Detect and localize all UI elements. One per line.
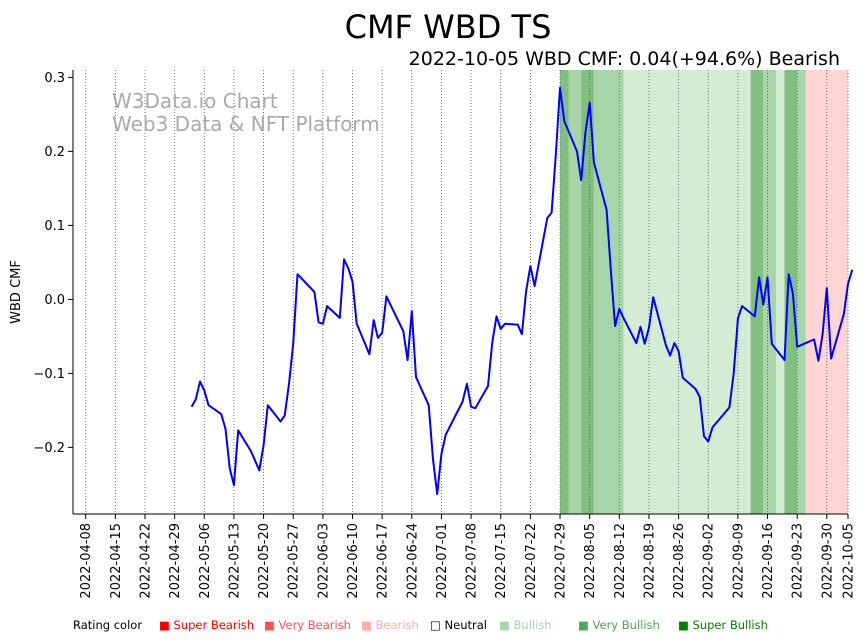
watermark-line-1: W3Data.io Chart [112, 89, 278, 113]
x-tick-label: 2022-04-22 [138, 523, 153, 599]
chart-title: CMF WBD TS [345, 8, 552, 46]
x-tick-label: 2022-06-17 [376, 523, 391, 599]
rating-band-7 [776, 70, 785, 514]
y-tick-label: −0.2 [33, 441, 65, 456]
x-tick-label: 2022-05-06 [198, 523, 213, 599]
x-tick-label: 2022-07-15 [494, 523, 509, 599]
rating-legend: Rating color ■ Super Bearish ■ Very Bearis… [73, 618, 768, 632]
x-tick-label: 2022-07-22 [524, 523, 539, 599]
legend-item: □ Neutral [430, 618, 487, 632]
rating-band-6 [763, 70, 777, 514]
rating-band-8 [784, 70, 798, 514]
x-tick-label: 2022-08-12 [613, 523, 628, 599]
series-layer [190, 86, 854, 495]
legend-title: Rating color [73, 618, 142, 632]
x-tick-label: 2022-06-10 [346, 523, 361, 599]
x-tick-label: 2022-06-24 [405, 523, 420, 599]
x-tick-label: 2022-07-01 [435, 523, 450, 599]
y-tick-label: 0.0 [44, 293, 65, 308]
x-ticks: 2022-04-08 2022-04-15 2022-04-22 2022-04-29… [79, 514, 857, 599]
watermark-line-2: Web3 Data & NFT Platform [112, 112, 380, 136]
x-tick-label: 2022-09-30 [820, 523, 835, 599]
rating-band-4 [623, 70, 751, 514]
rating-band-9 [797, 70, 806, 514]
y-ticks: −0.2 −0.1 0.0 0.1 0.2 0.3 [33, 71, 73, 456]
legend-item: ■ Super Bearish [159, 618, 254, 632]
x-tick-label: 2022-05-20 [257, 523, 272, 599]
y-tick-label: −0.1 [33, 367, 65, 382]
x-tick-label: 2022-09-16 [761, 523, 776, 599]
y-tick-label: 0.1 [44, 219, 65, 234]
x-tick-label: 2022-04-15 [109, 523, 124, 599]
rating-band-1 [568, 70, 582, 514]
x-tick-label: 2022-06-03 [316, 523, 331, 599]
x-tick-label: 2022-08-26 [672, 523, 687, 599]
vertical-grid [85, 70, 849, 514]
y-axis-label: WBD CMF [9, 260, 24, 324]
y-tick-label: 0.3 [44, 71, 65, 86]
x-tick-label: 2022-04-29 [168, 523, 183, 599]
x-tick-label: 2022-04-08 [79, 523, 94, 599]
watermark: W3Data.io Chart Web3 Data & NFT Platform [112, 89, 380, 136]
x-tick-label: 2022-05-13 [227, 523, 242, 599]
x-tick-label: 2022-09-09 [731, 523, 746, 599]
legend-item: ■ Bearish [361, 618, 419, 632]
rating-band-0 [560, 70, 569, 514]
rating-bands [560, 70, 848, 514]
axes [72, 70, 848, 515]
legend-item: ■ Very Bullish [578, 618, 660, 632]
rating-band-2 [581, 70, 594, 514]
x-tick-label: 2022-05-27 [287, 523, 302, 599]
x-tick-label: 2022-08-05 [583, 523, 598, 599]
x-tick-label: 2022-07-08 [465, 523, 480, 599]
x-tick-label: 2022-08-19 [642, 523, 657, 599]
x-tick-label: 2022-07-29 [554, 523, 569, 599]
rating-band-3 [593, 70, 624, 514]
legend-item: ■ Bullish [499, 618, 552, 632]
legend-item: ■ Super Bullish [678, 618, 768, 632]
x-tick-label: 2022-09-23 [791, 523, 806, 599]
y-tick-label: 0.2 [44, 145, 65, 160]
series-line-0 [190, 86, 854, 495]
x-tick-label: 2022-09-02 [702, 523, 717, 599]
legend-item: ■ Very Bearish [264, 618, 351, 632]
chart-subtitle: 2022-10-05 WBD CMF: 0.04(+94.6%) Bearish [409, 48, 840, 70]
x-tick-label: 2022-10-05 [842, 523, 857, 599]
